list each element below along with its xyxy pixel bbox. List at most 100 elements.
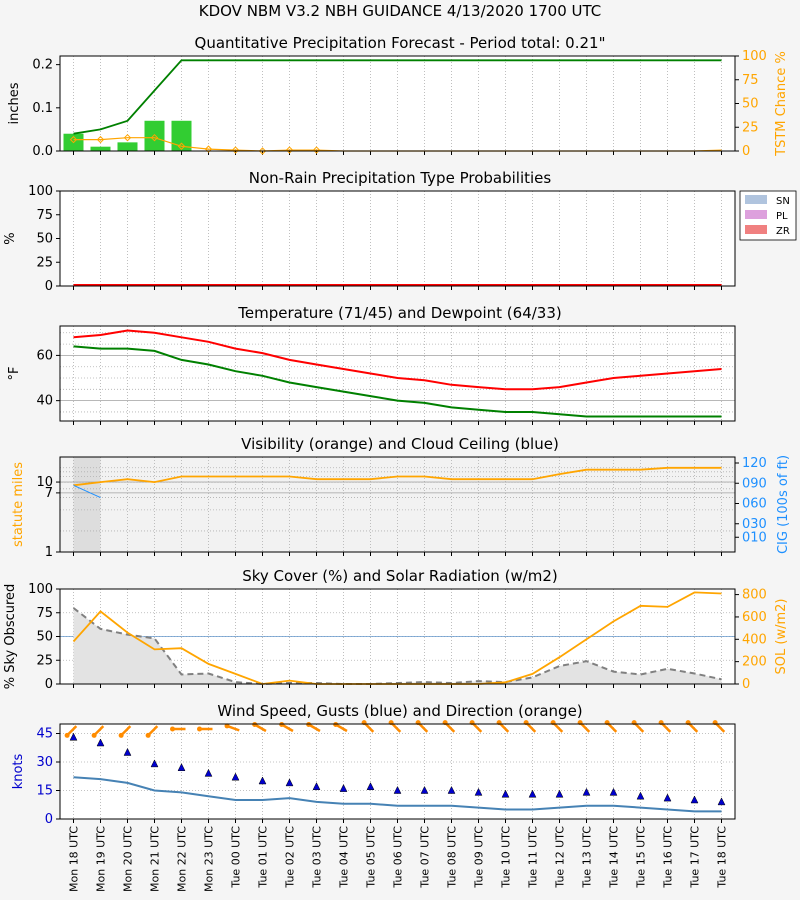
x-tick-label: Tue 02 UTC (284, 826, 297, 889)
x-tick-label: Mon 22 UTC (176, 826, 189, 892)
qpf-ylabel: inches (7, 82, 22, 124)
qpf-ylabel: TSTM Chance % (774, 51, 789, 157)
x-tick-label: Tue 14 UTC (608, 826, 621, 889)
gust-marker (96, 738, 105, 747)
legend-swatch-zr (745, 225, 767, 234)
gust-marker (285, 778, 294, 787)
legend-label-zr: ZR (776, 226, 790, 237)
qpf-ytick-label: 0.1 (32, 101, 53, 116)
sky-frame (59, 588, 736, 685)
sky-ytick-right-label: 400 (742, 632, 767, 647)
tstm-marker (312, 146, 321, 154)
sky-cover-line (72, 607, 722, 686)
sky-ytick-right-label: 600 (742, 610, 767, 625)
gust-marker (123, 747, 132, 756)
gust-marker (69, 732, 78, 741)
qpf-bar (90, 146, 111, 151)
qpf-ytick-label: 0.2 (32, 58, 53, 73)
vis-frame (59, 456, 736, 553)
temp-title: Temperature (71/45) and Dewpoint (64/33) (237, 304, 561, 322)
sky-ytick-right-label: 800 (742, 588, 767, 603)
tstm-marker (177, 142, 186, 150)
vis-ytick-right-label: 060 (742, 497, 767, 512)
tstm-marker (123, 133, 132, 142)
ptype-background (60, 191, 735, 286)
gust-marker (150, 759, 159, 768)
gust-marker (393, 785, 402, 794)
sky-ytick-right-label: 200 (742, 655, 767, 670)
tstm-marker (231, 146, 240, 154)
gust-marker (447, 785, 456, 794)
vis-shade (60, 457, 735, 552)
sky-ylabel: SOL (w/m2) (774, 599, 789, 675)
ptype-ylabel: % (3, 232, 18, 244)
sky-ytick-label: 0 (45, 677, 53, 692)
tstm-marker (150, 133, 159, 142)
gust-marker (717, 797, 726, 806)
gust-marker (501, 789, 510, 798)
ceiling-line (73, 484, 101, 499)
legend-label-sn: SN (776, 196, 790, 207)
qpf-ytick-right-label: 100 (742, 49, 767, 64)
visibility-line (73, 466, 722, 487)
x-tick-label: Mon 18 UTC (68, 826, 81, 892)
x-tick-label: Tue 01 UTC (257, 826, 270, 889)
gust-marker (582, 787, 591, 796)
tstm-marker (96, 135, 105, 144)
qpf-ytick-right-label: 0 (742, 144, 750, 159)
gust-marker (339, 784, 348, 792)
qpf-frame (59, 55, 736, 152)
sky-ytick-label: 75 (36, 606, 53, 621)
wind-direction-head (118, 732, 124, 738)
wind-speed-line (73, 776, 722, 813)
tstm-marker (69, 135, 78, 144)
x-tick-label: Tue 10 UTC (500, 826, 513, 889)
qpf-ytick-right-label: 50 (742, 97, 759, 112)
gust-marker (231, 772, 240, 781)
wind-direction-head (197, 726, 202, 732)
wind-direction-head (64, 732, 70, 738)
x-tick-label: Mon 23 UTC (203, 826, 216, 892)
sky-title: Sky Cover (%) and Solar Radiation (w/m2) (242, 567, 558, 585)
x-tick-label: Mon 20 UTC (122, 826, 135, 892)
gust-marker (663, 793, 672, 802)
temperature-line (73, 329, 722, 391)
gust-marker (177, 763, 186, 771)
wind-ytick-label: 0 (45, 812, 53, 827)
gust-marker (690, 795, 699, 804)
gust-marker (258, 776, 267, 785)
qpf-bar (117, 142, 138, 151)
gust-marker (366, 782, 375, 790)
x-tick-label: Tue 11 UTC (527, 826, 540, 889)
ptype-ytick-label: 75 (36, 208, 53, 223)
vis-ylabel: CIG (100s of ft) (776, 455, 791, 554)
sky-ytick-label: 50 (36, 630, 53, 645)
x-tick-label: Tue 05 UTC (365, 826, 378, 889)
tstm-marker (285, 146, 294, 154)
vis-ytick-right-label: 010 (742, 530, 767, 545)
qpf-bar (144, 120, 165, 151)
x-tick-label: Tue 07 UTC (419, 826, 432, 889)
tstm-marker (204, 145, 213, 153)
vis-ytick-label: 1 (45, 545, 53, 560)
x-tick-label: Tue 06 UTC (392, 826, 405, 889)
vis-ytick-right-label: 120 (742, 456, 767, 471)
temp-ytick-label: 40 (36, 394, 53, 409)
x-tick-label: Tue 13 UTC (581, 826, 594, 889)
x-tick-label: Tue 09 UTC (473, 826, 486, 889)
ptype-title: Non-Rain Precipitation Type Probabilitie… (249, 169, 552, 187)
sky-ytick-label: 25 (36, 653, 53, 668)
ptype-ytick-label: 100 (28, 184, 53, 199)
dewpoint-line (73, 345, 722, 418)
temp-background (60, 326, 735, 421)
wind-ytick-label: 30 (36, 755, 53, 770)
vis-ylabel: statute miles (11, 462, 26, 547)
tstm-marker (258, 147, 267, 155)
wind-direction-head (91, 732, 97, 738)
vis-ytick-label: 7 (45, 486, 53, 501)
vis-ceiling-shade (73, 457, 101, 552)
qpf-ytick-label: 0.0 (32, 144, 53, 159)
wind-ytick-label: 15 (36, 784, 53, 799)
qpf-title: Quantitative Precipitation Forecast - Pe… (195, 34, 606, 52)
wind-frame (59, 723, 736, 820)
